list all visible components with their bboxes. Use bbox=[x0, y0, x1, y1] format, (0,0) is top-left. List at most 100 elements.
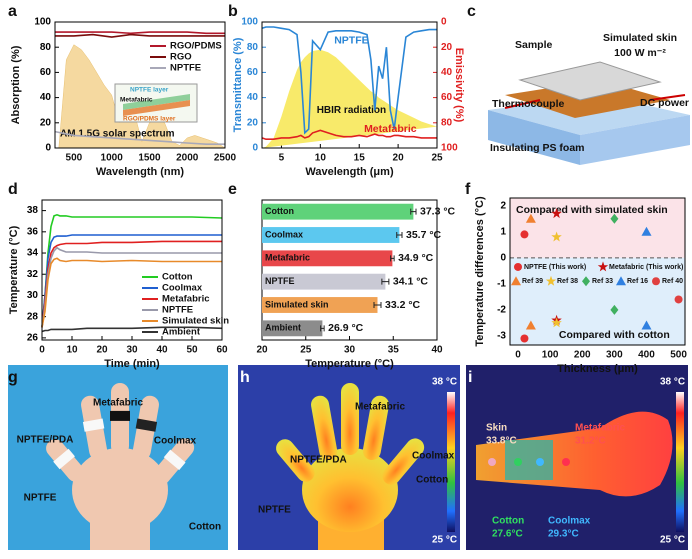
fabric-ring bbox=[82, 418, 105, 432]
colorbar bbox=[676, 392, 684, 532]
legend-label: Metafabric (This work) bbox=[609, 264, 683, 271]
finger bbox=[362, 395, 389, 460]
spectrum-area bbox=[58, 44, 226, 149]
inset-layer bbox=[123, 100, 190, 116]
data-line bbox=[41, 246, 222, 328]
legend-label: Metafabric bbox=[162, 294, 210, 305]
fabric-ring bbox=[135, 418, 158, 432]
y-tick-label: -3 bbox=[497, 331, 506, 342]
data-line bbox=[41, 240, 222, 328]
marker bbox=[597, 261, 609, 272]
category-label: Ambient bbox=[265, 323, 301, 333]
marker-star bbox=[562, 458, 570, 466]
x-axis-label: Time (min) bbox=[104, 358, 160, 370]
plot-frame bbox=[261, 21, 438, 149]
finger bbox=[276, 439, 315, 482]
inset-label: NPTFE layer bbox=[130, 87, 169, 94]
panel-label: i bbox=[468, 369, 472, 386]
region-upper bbox=[510, 198, 685, 258]
y-tick-label: 80 bbox=[40, 42, 52, 53]
colorbar bbox=[447, 392, 455, 532]
y-tick-label: 30 bbox=[27, 290, 39, 301]
x-tick-label: 20 bbox=[96, 345, 108, 356]
y-tick-label: -2 bbox=[497, 305, 506, 316]
x-tick-label: 1000 bbox=[101, 153, 124, 164]
data-line bbox=[55, 31, 225, 35]
panel-label: d bbox=[8, 181, 18, 198]
marker bbox=[551, 208, 562, 219]
legend-label: Ref 16 bbox=[627, 278, 648, 285]
x-tick-label: 60 bbox=[216, 345, 228, 356]
photo-label: 38 °C bbox=[660, 377, 685, 388]
data-line bbox=[41, 234, 222, 328]
palm bbox=[72, 448, 168, 532]
error-bar bbox=[390, 255, 395, 262]
marker bbox=[674, 295, 683, 304]
x-axis-label: Thickness (μm) bbox=[557, 363, 638, 375]
y-tick-label: 36 bbox=[27, 226, 39, 237]
marker bbox=[545, 275, 557, 286]
y2-tick-label: 0 bbox=[441, 17, 447, 28]
panel-label: g bbox=[8, 369, 18, 386]
value-label: 35.7 °C bbox=[406, 229, 442, 241]
sample bbox=[518, 61, 662, 101]
power-wire bbox=[649, 94, 686, 101]
y-tick-label: -1 bbox=[497, 278, 506, 289]
marker bbox=[520, 230, 529, 239]
schematic bbox=[488, 61, 690, 165]
marker bbox=[514, 262, 522, 271]
legend-label: Cotton bbox=[162, 272, 193, 283]
panel-label: f bbox=[465, 181, 471, 198]
y-tick-label: 60 bbox=[40, 67, 52, 78]
category-label: Metafabric bbox=[265, 253, 310, 263]
schematic-label: Insulating PS foam bbox=[490, 142, 585, 154]
y-tick-label: 0 bbox=[252, 143, 258, 154]
legend-label: Ambient bbox=[162, 327, 201, 338]
x-tick-label: 2000 bbox=[176, 153, 199, 164]
plot-frame bbox=[509, 197, 686, 346]
y-tick-label: 38 bbox=[27, 205, 39, 216]
photo-label: Skin bbox=[486, 423, 507, 434]
x-axis-label: Wavelength (nm) bbox=[96, 166, 185, 178]
photo-label: 25 °C bbox=[432, 535, 457, 546]
value-label: 37.3 °C bbox=[420, 205, 456, 217]
legend-label: Ref 38 bbox=[557, 278, 578, 285]
legend-label: Ref 33 bbox=[592, 278, 613, 285]
value-label: 34.1 °C bbox=[393, 275, 429, 287]
photo-label: Cotton bbox=[189, 522, 221, 533]
photo-label: 27.6°C bbox=[492, 529, 523, 540]
marker bbox=[641, 226, 652, 236]
schematic-label: Sample bbox=[515, 39, 553, 51]
bar bbox=[262, 250, 393, 267]
photo-label: 33.8°C bbox=[486, 436, 517, 447]
y2-tick-label: 60 bbox=[441, 92, 453, 103]
x-tick-label: 30 bbox=[344, 345, 356, 356]
x-tick-label: 200 bbox=[574, 350, 591, 361]
y-tick-label: 1 bbox=[500, 226, 506, 237]
marker bbox=[610, 304, 619, 315]
photo-label: NPTFE bbox=[24, 493, 57, 504]
bar bbox=[262, 203, 414, 220]
photo-label: Coolmax bbox=[154, 436, 197, 447]
marker bbox=[551, 231, 562, 242]
x-tick-label: 40 bbox=[156, 345, 168, 356]
y-tick-label: 80 bbox=[247, 42, 259, 53]
legend-label: NPTFE bbox=[162, 305, 193, 316]
y-tick-label: 0 bbox=[45, 143, 51, 154]
marker bbox=[616, 276, 626, 286]
y2-axis-label: Emissivity (%) bbox=[453, 48, 465, 123]
x-tick-label: 40 bbox=[431, 345, 443, 356]
y2-tick-label: 40 bbox=[441, 67, 453, 78]
marker bbox=[641, 320, 652, 330]
finger bbox=[341, 383, 359, 455]
error-bar bbox=[396, 232, 403, 238]
y-axis-label: Transmittance (%) bbox=[232, 37, 244, 132]
legend-label: Coolmax bbox=[162, 283, 203, 294]
legend-label: NPTFE (This work) bbox=[524, 264, 586, 271]
x-tick-label: 2500 bbox=[214, 153, 237, 164]
value-label: 26.9 °C bbox=[328, 322, 364, 334]
plot-frame bbox=[41, 199, 223, 341]
foam-front bbox=[580, 115, 690, 165]
panel-label: c bbox=[467, 3, 476, 20]
